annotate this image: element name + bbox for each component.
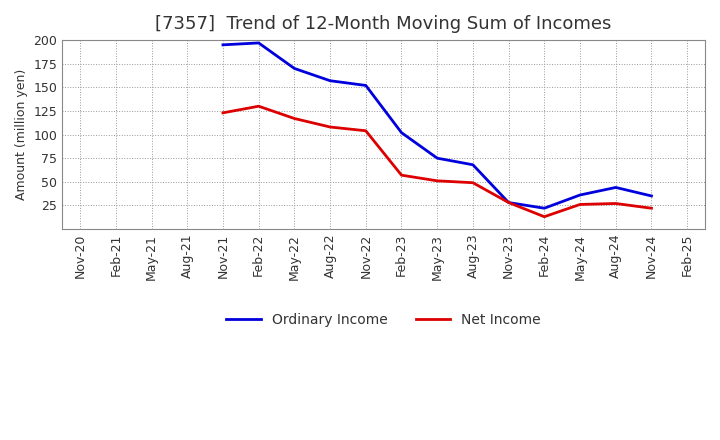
Net Income (469, 180, 477, 185)
Ordinary Income (504, 200, 513, 205)
Net Income (504, 200, 513, 205)
Ordinary Income (325, 78, 334, 83)
Ordinary Income (576, 192, 585, 198)
Net Income (397, 172, 406, 178)
Net Income (647, 205, 656, 211)
Line: Net Income: Net Income (223, 106, 652, 217)
Net Income (290, 116, 299, 121)
Net Income (540, 214, 549, 220)
Y-axis label: Amount (million yen): Amount (million yen) (15, 69, 28, 200)
Title: [7357]  Trend of 12-Month Moving Sum of Incomes: [7357] Trend of 12-Month Moving Sum of I… (156, 15, 612, 33)
Net Income (611, 201, 620, 206)
Line: Ordinary Income: Ordinary Income (223, 43, 652, 208)
Ordinary Income (611, 185, 620, 190)
Net Income (254, 103, 263, 109)
Ordinary Income (540, 205, 549, 211)
Net Income (361, 128, 370, 133)
Ordinary Income (219, 42, 228, 48)
Legend: Ordinary Income, Net Income: Ordinary Income, Net Income (221, 308, 546, 333)
Net Income (219, 110, 228, 115)
Ordinary Income (254, 40, 263, 46)
Ordinary Income (647, 193, 656, 198)
Ordinary Income (290, 66, 299, 71)
Ordinary Income (397, 130, 406, 136)
Net Income (433, 178, 441, 183)
Ordinary Income (361, 83, 370, 88)
Ordinary Income (469, 162, 477, 167)
Net Income (576, 202, 585, 207)
Net Income (325, 125, 334, 130)
Ordinary Income (433, 155, 441, 161)
